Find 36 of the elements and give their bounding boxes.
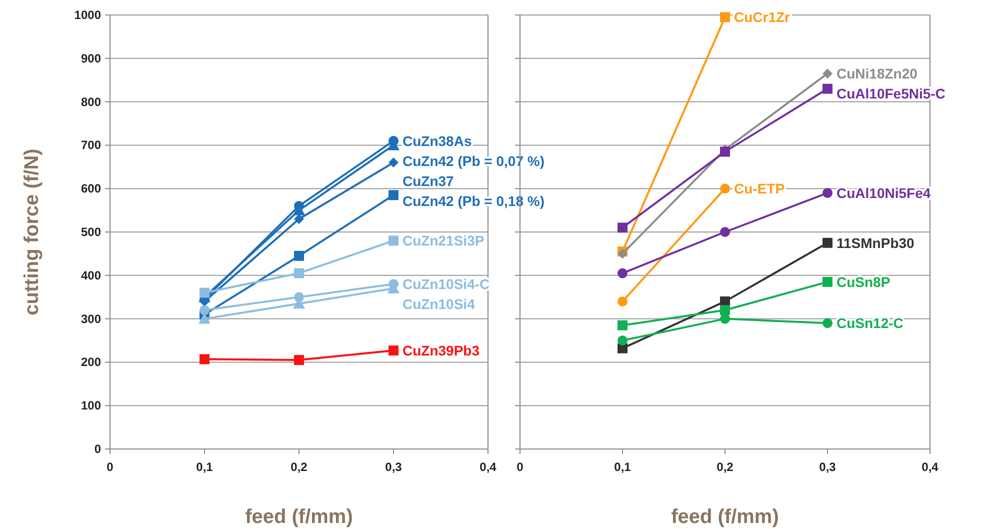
y-tick-label: 700 [80, 138, 102, 152]
series-label: CuZn21Si3P [402, 232, 484, 249]
y-tick-label: 400 [80, 268, 102, 282]
x-tick-label: 0 [516, 460, 524, 474]
series-label: CuZn42 (Pb = 0,18 %) [402, 192, 544, 209]
y-tick-label: 100 [80, 398, 102, 413]
series-label: CuZn37 [402, 172, 454, 189]
series-label: CuZn10Si4 [402, 296, 476, 312]
y-tick-label: 200 [80, 355, 102, 370]
series-label: CuZn39Pb3 [402, 342, 480, 358]
x-tick-label: 0,1 [614, 460, 632, 474]
y-tick-label: 500 [80, 225, 102, 239]
y-tick-label: 0 [94, 442, 102, 456]
series-label: CuSn8P [836, 274, 890, 290]
series-label: Cu-ETP [734, 180, 785, 197]
x-tick-label: 0,3 [385, 460, 402, 474]
x-tick-label: 0,2 [290, 460, 308, 474]
y-tick-label: 300 [80, 312, 102, 326]
x-axis-title: feed (f/mm) [245, 506, 353, 528]
series-label: CuCr1Zr [734, 9, 791, 26]
x-axis-title: feed (f/mm) [671, 506, 779, 528]
y-tick-label: 800 [80, 94, 102, 109]
x-tick-label: 0 [106, 460, 114, 474]
y-tick-label: 600 [80, 182, 102, 196]
y-tick-label: 1000 [74, 8, 102, 22]
series-label: 11SMnPb30 [836, 234, 915, 251]
x-tick-label: 0,4 [480, 460, 497, 474]
x-tick-label: 0,3 [819, 460, 836, 474]
series-label: CuZn38As [402, 132, 472, 149]
x-tick-label: 0,2 [716, 460, 734, 474]
series-label: CuSn12-C [836, 315, 904, 332]
y-axis-title: cutting force (f/N) [21, 148, 43, 316]
x-tick-label: 0,4 [922, 460, 939, 474]
series-label: CuNi18Zn20 [836, 66, 918, 82]
y-tick-label: 900 [80, 51, 102, 66]
x-tick-label: 0,1 [196, 460, 214, 474]
